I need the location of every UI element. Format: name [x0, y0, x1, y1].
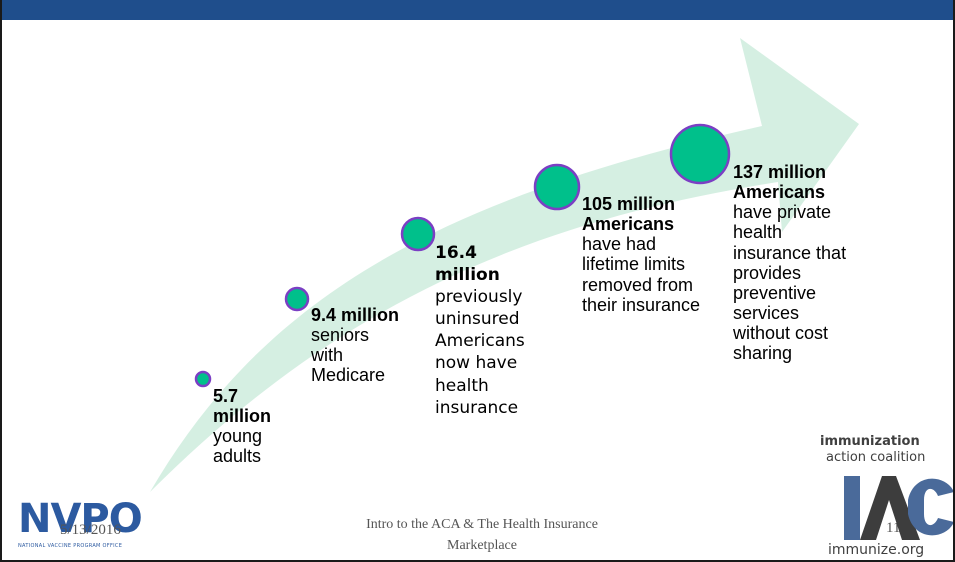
milestone-seniors: 9.4 million seniors with Medicare: [311, 305, 423, 386]
iac-logo-line2: action coalition: [826, 450, 926, 465]
footer-title-line2: Marketplace: [447, 538, 517, 553]
nvpo-logo-text: NVPO: [18, 496, 143, 542]
milestone-previously-uninsured: 16.4 million previously uninsured Americ…: [435, 242, 553, 419]
milestone-young-adults: 5.7 million young adults: [213, 386, 293, 467]
header-bar: [2, 0, 953, 20]
milestone-circle-seniors: [284, 286, 310, 312]
milestone-previously-uninsured-text: previously uninsured Americans now have …: [435, 287, 525, 418]
footer-title: Intro to the ACA & The Health Insurance …: [332, 514, 632, 556]
iac-logo: immunization action coalition immunize.o…: [820, 434, 953, 560]
iac-letters-mark: [844, 476, 953, 540]
milestone-circle-lifetime-limits: [533, 163, 581, 211]
nvpo-logo-subtext: NATIONAL VACCINE PROGRAM OFFICE: [18, 543, 123, 549]
milestone-preventive-services: 137 million Americans have private healt…: [733, 162, 851, 364]
milestone-preventive-services-figure: 137 million Americans: [733, 162, 827, 203]
milestone-young-adults-figure: 5.7 million: [213, 386, 271, 427]
milestone-circle-previously-uninsured: [400, 216, 436, 252]
iac-logo-line1: immunization: [820, 434, 920, 449]
milestone-circle-young-adults: [194, 370, 212, 388]
milestone-young-adults-text: young adults: [213, 426, 263, 467]
footer-title-line1: Intro to the ACA & The Health Insurance: [366, 517, 598, 532]
milestone-preventive-services-text: have private health insurance that provi…: [733, 202, 847, 364]
nvpo-logo: NVPO NATIONAL VACCINE PROGRAM OFFICE: [18, 496, 143, 549]
milestone-seniors-text: seniors with Medicare: [311, 325, 386, 386]
milestone-lifetime-limits: 105 million Americans have had lifetime …: [582, 194, 704, 315]
milestone-lifetime-limits-text: have had lifetime limits removed from th…: [582, 234, 701, 315]
milestone-previously-uninsured-figure: 16.4 million: [435, 243, 500, 286]
milestone-circle-preventive-services: [669, 123, 731, 185]
slide-date: 5/13/2016: [60, 522, 121, 538]
milestone-seniors-figure: 9.4 million: [311, 305, 400, 325]
milestone-lifetime-limits-figure: 105 million Americans: [582, 194, 676, 235]
iac-logo-url: immunize.org: [828, 542, 925, 558]
